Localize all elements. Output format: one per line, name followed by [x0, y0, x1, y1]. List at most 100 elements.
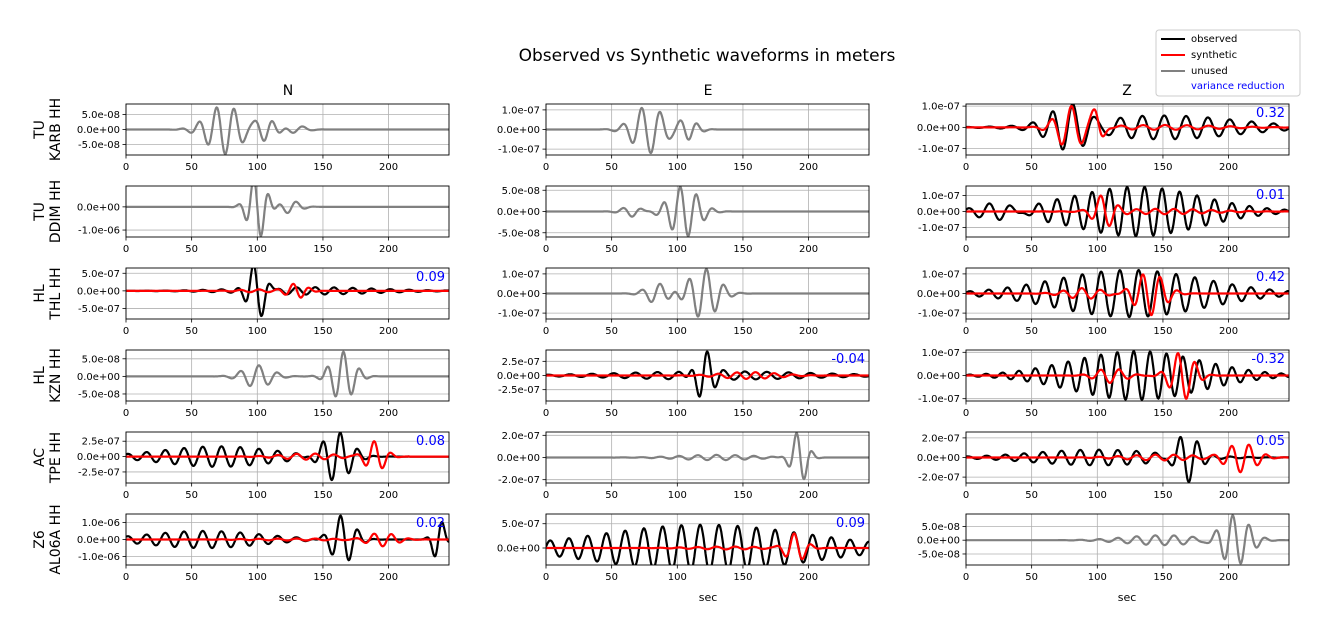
y-tick-label: 2.0e-07: [922, 433, 960, 444]
x-tick-label: 50: [1025, 572, 1038, 583]
panel-2-e: 0 50 100 150 200 1.0e-07 0.0e+00 -1.0e-07: [497, 267, 870, 337]
y-tick-label: 0.0e+00: [497, 289, 540, 300]
y-tick-label: 1.0e-07: [922, 102, 960, 113]
synthetic-trace: [966, 273, 1289, 317]
x-tick-label: 200: [1219, 408, 1238, 419]
x-tick-label: 200: [1219, 326, 1238, 337]
panel-5-z: 0 50 100 150 200 5.0e-08 0.0e+00 -5.0e-08: [917, 513, 1290, 583]
unused-trace: [966, 514, 1289, 565]
observed-trace: [966, 268, 1289, 319]
x-tick-label: 50: [605, 572, 618, 583]
panel-traces: [126, 106, 449, 155]
x-tick-label: 100: [248, 490, 267, 501]
panel-traces: [966, 104, 1289, 151]
panel-grid: TUKARB HH0 50 100 150 2005.0e-080.0e+00-5.0e…: [32, 98, 1290, 583]
panel-4-n: 0 50 100 150 200 2.5e-07 0.0e+00 -2.5e-07 0.08: [77, 431, 450, 501]
y-tick-label: 1.0e-07: [502, 269, 540, 280]
panel-frame: [965, 349, 1290, 402]
variance-reduction-label: 0.05: [1256, 434, 1285, 449]
x-tick-label: 150: [1153, 572, 1172, 583]
y-tick-label: 0.0e+00: [497, 453, 540, 464]
panel-traces: [966, 268, 1289, 319]
x-tick-label: 0: [963, 490, 969, 501]
x-tick-label: 150: [313, 162, 332, 173]
x-tick-label: 50: [1025, 162, 1038, 173]
variance-reduction-label: 0.01: [1256, 188, 1285, 203]
y-tick-label: 2.5e-07: [82, 437, 120, 448]
x-tick-label: 150: [1153, 326, 1172, 337]
y-tick-label: -5.0e-08: [498, 228, 540, 239]
y-tick-label: -5.0e-08: [918, 549, 960, 560]
x-tick-label: 0: [123, 162, 129, 173]
y-tick-label: -5.0e-08: [78, 389, 120, 400]
panel-frame: [125, 513, 450, 566]
station-label-line: HL: [32, 366, 48, 385]
y-tick-label: 1.0e-07: [922, 269, 960, 280]
x-tick-label: 150: [313, 408, 332, 419]
panel-traces: [126, 350, 449, 398]
y-tick-label: 0.0e+00: [917, 371, 960, 382]
x-tick-label: 150: [313, 572, 332, 583]
panel-frame: [965, 103, 1290, 156]
x-tick-label: 0: [963, 244, 969, 255]
x-axis-label-e: sec: [699, 591, 718, 604]
x-tick-label: 150: [733, 490, 752, 501]
y-tick-label: 5.0e-07: [502, 519, 540, 530]
x-tick-label: 50: [1025, 490, 1038, 501]
y-tick-label: 0.0e+00: [77, 125, 120, 136]
x-tick-label: 100: [668, 490, 687, 501]
x-tick-label: 0: [543, 244, 549, 255]
x-tick-label: 150: [733, 326, 752, 337]
legend: observed synthetic unused variance reduc…: [1155, 29, 1301, 97]
panel-1-n: 0 50 100 150 200 0.0e+00 -1.0e-06: [77, 185, 450, 255]
panel-traces: [546, 523, 869, 565]
x-tick-label: 200: [799, 572, 818, 583]
x-tick-label: 0: [123, 408, 129, 419]
column-title-n: N: [283, 83, 293, 99]
panel-traces: [966, 435, 1289, 483]
x-tick-label: 0: [543, 326, 549, 337]
station-label-line: HL: [32, 284, 48, 303]
y-tick-label: 5.0e-08: [82, 110, 120, 121]
variance-reduction-label: -0.32: [1251, 352, 1285, 367]
x-tick-label: 100: [668, 572, 687, 583]
unused-trace: [546, 186, 869, 237]
station-label-line: Z6: [32, 530, 48, 549]
x-tick-label: 0: [123, 572, 129, 583]
y-tick-label: 0.0e+00: [77, 286, 120, 297]
panel-traces: [126, 514, 449, 562]
panel-frame: [545, 431, 870, 484]
x-tick-label: 50: [185, 408, 198, 419]
x-tick-label: 100: [1088, 326, 1107, 337]
x-tick-label: 100: [248, 326, 267, 337]
panel-traces: [546, 268, 869, 318]
x-tick-label: 100: [668, 326, 687, 337]
y-tick-label: 0.0e+00: [497, 371, 540, 382]
y-tick-label: 0.0e+00: [917, 207, 960, 218]
x-tick-label: 150: [1153, 162, 1172, 173]
synthetic-trace: [126, 282, 449, 299]
panel-frame: [545, 267, 870, 320]
x-tick-label: 50: [185, 244, 198, 255]
y-tick-label: 5.0e-08: [922, 522, 960, 533]
x-tick-label: 200: [799, 244, 818, 255]
x-tick-label: 200: [379, 490, 398, 501]
x-tick-label: 100: [668, 162, 687, 173]
station-label-line: AL06A HH: [48, 504, 64, 574]
panel-frame: [545, 103, 870, 156]
y-tick-label: 0.0e+00: [917, 123, 960, 134]
synthetic-trace: [966, 194, 1289, 228]
x-tick-label: 0: [963, 326, 969, 337]
y-tick-label: -1.0e-07: [918, 223, 960, 234]
x-tick-label: 0: [543, 490, 549, 501]
station-label-line: DDIM HH: [48, 180, 64, 243]
y-tick-label: 1.0e-07: [922, 348, 960, 359]
x-tick-label: 150: [1153, 490, 1172, 501]
x-tick-label: 100: [1088, 408, 1107, 419]
station-label-1: TUDDIM HH: [32, 180, 64, 243]
y-tick-label: 0.0e+00: [77, 452, 120, 463]
panel-frame: [125, 103, 450, 156]
panel-frame: [545, 349, 870, 402]
y-tick-label: 5.0e-08: [82, 354, 120, 365]
panel-frame: [965, 267, 1290, 320]
